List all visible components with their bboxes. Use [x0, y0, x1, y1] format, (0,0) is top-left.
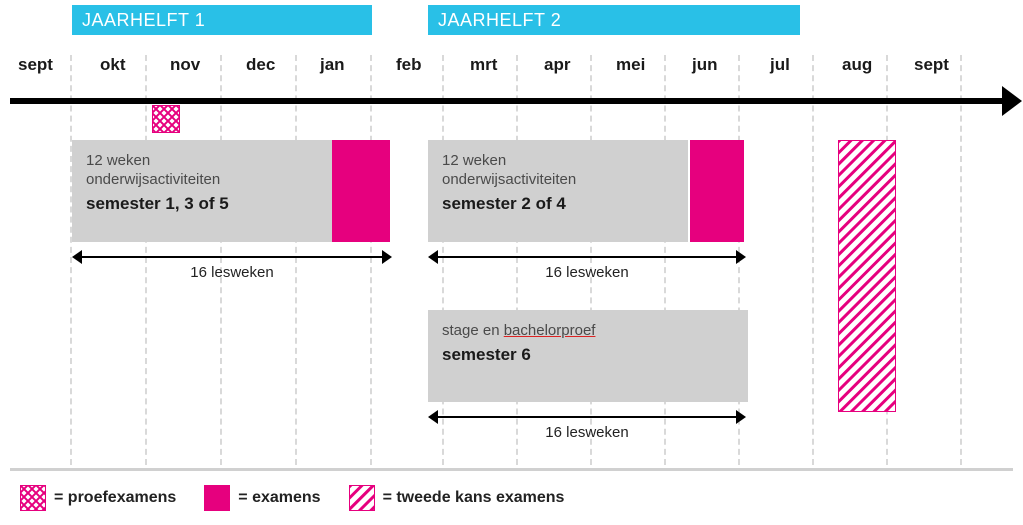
legend-label: = examens: [238, 489, 320, 507]
block-line2: semester 6: [442, 345, 734, 365]
month-label: jan: [320, 55, 345, 75]
span-label: 16 lesweken: [72, 264, 392, 281]
block-line1a: 12 weken: [86, 152, 318, 171]
block-line2: semester 1, 3 of 5: [86, 194, 318, 214]
span-arrow: 16 lesweken: [72, 250, 392, 280]
span-arrow: 16 lesweken: [428, 410, 746, 440]
activity-block: 12 wekenonderwijsactiviteiten semester 1,…: [72, 140, 332, 242]
activity-block: 12 wekenonderwijsactiviteiten semester 2 …: [428, 140, 688, 242]
span-label: 16 lesweken: [428, 264, 746, 281]
block-line1a: stage en: [442, 322, 504, 339]
month-label: aug: [842, 55, 872, 75]
month-label: nov: [170, 55, 200, 75]
exam-block: [332, 140, 390, 242]
gridline: [812, 55, 814, 465]
month-label: sept: [914, 55, 949, 75]
month-label: apr: [544, 55, 570, 75]
timeline-chart: JAARHELFT 1 JAARHELFT 2 sept okt nov dec jan f…: [10, 0, 1013, 465]
block-line1a: 12 weken: [442, 152, 674, 171]
exam-block: [690, 140, 744, 242]
semester-header-label: JAARHELFT 2: [438, 10, 561, 31]
month-label: sept: [18, 55, 53, 75]
semester-header-label: JAARHELFT 1: [82, 10, 205, 31]
legend-swatch: [20, 485, 46, 511]
block-line2: semester 2 of 4: [442, 194, 674, 214]
legend-swatch: [204, 485, 230, 511]
timeline-arrowhead: [1002, 86, 1022, 116]
gridline: [960, 55, 962, 465]
month-label: mrt: [470, 55, 497, 75]
legend-label: = proefexamens: [54, 489, 176, 507]
block-line1: stage en bachelorproef: [442, 322, 734, 341]
month-label: dec: [246, 55, 275, 75]
legend: = proefexamens = examens = tweede kans exa…: [20, 485, 564, 511]
second-chance-block: [838, 140, 896, 412]
span-label: 16 lesweken: [428, 424, 746, 441]
legend-item: = tweede kans examens: [349, 485, 565, 511]
legend-item: = proefexamens: [20, 485, 176, 511]
month-label: mei: [616, 55, 645, 75]
span-arrow: 16 lesweken: [428, 250, 746, 280]
month-label: feb: [396, 55, 422, 75]
legend-divider: [10, 468, 1013, 471]
month-label: jul: [770, 55, 790, 75]
legend-swatch: [349, 485, 375, 511]
month-label: okt: [100, 55, 126, 75]
proefexamen-marker: [152, 105, 180, 133]
legend-item: = examens: [204, 485, 320, 511]
semester-header: JAARHELFT 2: [428, 5, 800, 35]
semester-header: JAARHELFT 1: [72, 5, 372, 35]
timeline-axis: [10, 98, 1010, 104]
block-line1b: onderwijsactiviteiten: [86, 171, 318, 190]
block-line1b: bachelorproef: [504, 322, 596, 339]
block-line1b: onderwijsactiviteiten: [442, 171, 674, 190]
month-label: jun: [692, 55, 718, 75]
legend-label: = tweede kans examens: [383, 489, 565, 507]
month-row: sept okt nov dec jan feb mrt apr mei jun jul aug sep…: [10, 55, 1013, 95]
activity-block: stage en bachelorproef semester 6: [428, 310, 748, 402]
